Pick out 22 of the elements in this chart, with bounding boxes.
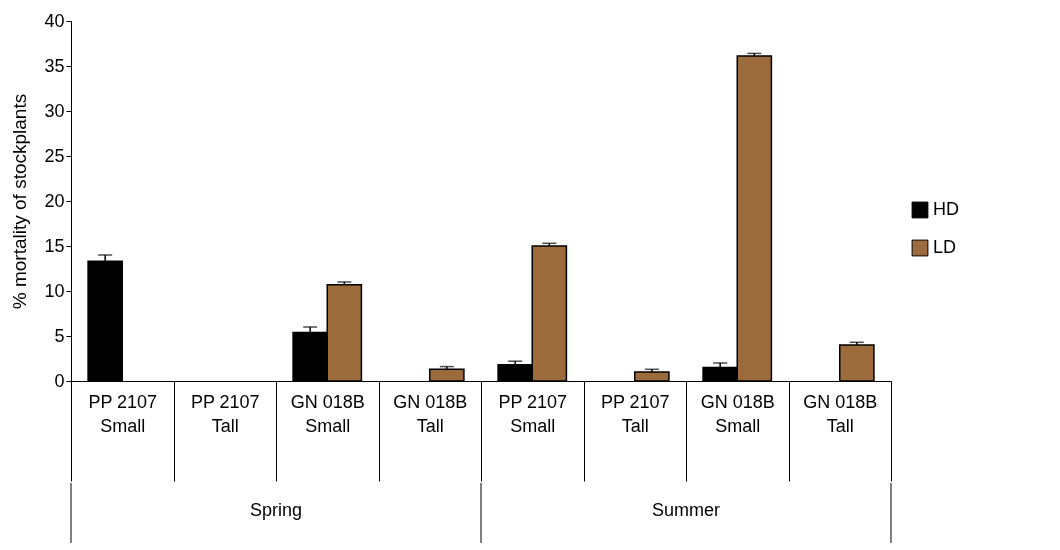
y-tick-label: 5 bbox=[54, 325, 65, 346]
y-tick-label: 15 bbox=[44, 235, 65, 256]
x-tick-label: PP 2107 Small bbox=[88, 391, 158, 436]
y-tick-label: 40 bbox=[44, 10, 65, 31]
y-tick-label: 10 bbox=[44, 280, 65, 301]
x-tick-label: PP 2107 Small bbox=[498, 391, 568, 436]
y-axis-title: % mortality of stockplants bbox=[9, 93, 31, 310]
text: Summer bbox=[651, 500, 721, 520]
y-tick-label: 0 bbox=[54, 370, 65, 391]
x-tick-label: GN 018B Small bbox=[700, 391, 775, 436]
x-tick-label: GN 018B Tall bbox=[393, 391, 468, 436]
y-tick-label: 25 bbox=[44, 145, 65, 166]
y-tick-label: 20 bbox=[44, 190, 65, 211]
legend-label: LD bbox=[933, 237, 957, 257]
x-tick-label: GN 018B Small bbox=[290, 391, 365, 436]
y-tick-label: 30 bbox=[44, 100, 65, 121]
x-tick-label: PP 2107 Tall bbox=[600, 391, 670, 436]
text: Spring bbox=[249, 500, 303, 520]
y-tick-label: 35 bbox=[44, 55, 65, 76]
x-tick-label: GN 018B Tall bbox=[803, 391, 878, 436]
x-tick-label: PP 2107 Tall bbox=[190, 391, 260, 436]
legend-label: HD bbox=[933, 199, 959, 219]
